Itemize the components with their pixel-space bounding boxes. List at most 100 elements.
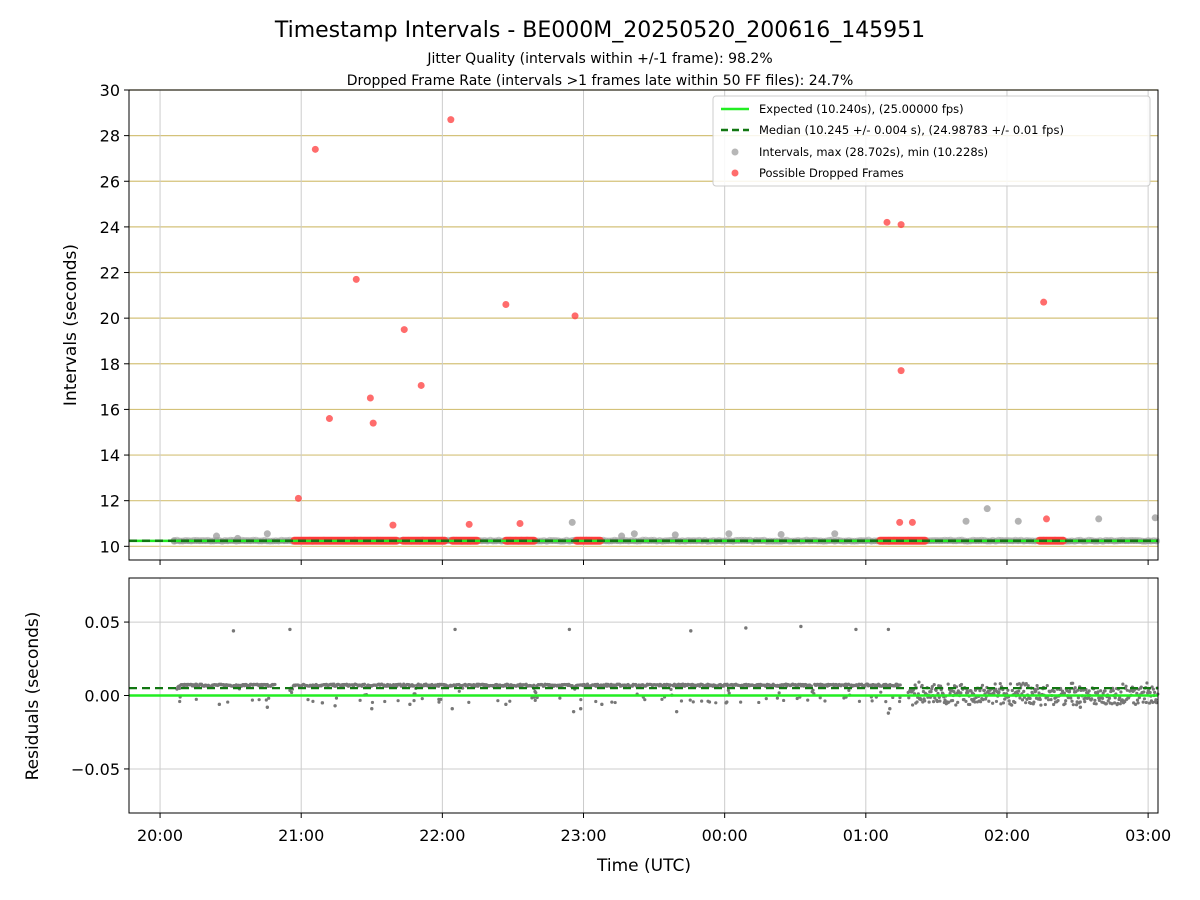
residual-point xyxy=(973,700,977,704)
residual-point xyxy=(1035,684,1039,688)
residual-point xyxy=(679,699,684,703)
interval-point xyxy=(618,532,626,540)
residual-point xyxy=(226,700,230,704)
residual-point xyxy=(358,698,362,702)
residual-point xyxy=(1007,699,1011,703)
residual-point xyxy=(1124,684,1128,688)
residual-point xyxy=(610,700,614,704)
residual-point xyxy=(980,683,985,687)
residual-point xyxy=(396,699,400,703)
residuals-y-label: Residuals (seconds) xyxy=(23,612,43,781)
intervals-y-tick-label: 28 xyxy=(100,127,120,146)
residual-point xyxy=(1056,698,1060,703)
residual-point xyxy=(1069,696,1073,700)
residual-point xyxy=(954,703,958,707)
residual-point xyxy=(613,700,617,705)
dropped-frame-point xyxy=(571,312,579,320)
chart-subtitle-jitter: Jitter Quality (intervals within +/-1 fr… xyxy=(426,51,772,67)
residual-point xyxy=(1066,696,1070,700)
residual-point xyxy=(1071,703,1075,707)
residual-point xyxy=(1123,700,1127,704)
intervals-frame xyxy=(128,89,1159,561)
residual-point xyxy=(897,699,902,704)
residual-point xyxy=(927,700,931,704)
residual-point xyxy=(1125,688,1129,692)
interval-point xyxy=(1151,514,1159,522)
residual-point xyxy=(1094,702,1098,706)
residual-point xyxy=(907,696,911,700)
residual-point xyxy=(994,687,998,691)
residual-point xyxy=(726,688,730,693)
residual-point xyxy=(1112,701,1117,705)
residual-point xyxy=(1022,689,1026,693)
residual-point xyxy=(1137,695,1141,700)
residual-point xyxy=(1111,689,1115,693)
residual-point xyxy=(669,687,673,691)
residual-point xyxy=(370,700,375,705)
residual-point xyxy=(809,684,813,688)
residual-point xyxy=(508,699,512,703)
residual-point xyxy=(951,698,955,703)
residual-point xyxy=(1133,702,1138,706)
residual-point xyxy=(668,683,672,687)
legend-dropped-label: Possible Dropped Frames xyxy=(759,166,904,180)
residual-point xyxy=(674,709,679,714)
residual-point xyxy=(915,700,919,704)
residual-point xyxy=(571,709,576,714)
residual-point xyxy=(1039,703,1043,707)
residual-point xyxy=(886,711,891,715)
residual-point xyxy=(959,682,964,687)
residual-point xyxy=(660,697,664,701)
residual-point xyxy=(533,698,537,702)
residual-point xyxy=(948,691,952,696)
residual-point xyxy=(764,697,768,701)
residual-point xyxy=(1034,689,1038,693)
interval-point xyxy=(725,530,733,538)
residual-point xyxy=(1110,702,1114,706)
residual-point xyxy=(535,695,539,700)
residual-point xyxy=(691,700,695,704)
residual-point xyxy=(177,686,182,690)
interval-point xyxy=(1014,517,1022,525)
dropped-frame-point xyxy=(1040,298,1048,306)
residual-point xyxy=(714,701,718,705)
residual-point xyxy=(1024,701,1028,705)
residual-point xyxy=(823,699,827,703)
interval-point xyxy=(983,505,991,513)
residual-point xyxy=(947,700,951,704)
residual-point xyxy=(1037,691,1041,695)
interval-point xyxy=(630,530,638,538)
residual-point xyxy=(1071,681,1075,685)
legend-expected-label: Expected (10.240s), (25.00000 fps) xyxy=(759,102,964,116)
interval-point xyxy=(962,517,970,525)
residual-point xyxy=(688,698,692,702)
intervals-y-tick-label: 10 xyxy=(100,537,120,556)
residual-point xyxy=(1106,699,1110,703)
x-tick-label: 03:00 xyxy=(1125,826,1171,845)
residual-point xyxy=(934,688,938,692)
residual-point xyxy=(1018,696,1022,700)
residual-point xyxy=(362,682,367,686)
residual-point xyxy=(1151,700,1155,704)
residual-point xyxy=(978,689,982,693)
interval-point xyxy=(831,530,839,538)
residual-point xyxy=(334,696,339,700)
x-tick-label: 01:00 xyxy=(843,826,889,845)
residual-point xyxy=(911,703,915,707)
dropped-frame-point xyxy=(896,518,904,526)
residual-point xyxy=(265,705,270,709)
residual-point xyxy=(920,683,924,688)
residual-point xyxy=(913,683,917,687)
residual-point xyxy=(496,699,500,703)
residual-point xyxy=(929,690,933,694)
residual-point xyxy=(956,700,960,705)
residual-point xyxy=(1116,701,1120,706)
residual-point xyxy=(1135,691,1139,695)
residual-point xyxy=(1010,688,1014,693)
residual-point xyxy=(968,702,972,707)
residual-point xyxy=(594,699,598,704)
residual-point xyxy=(1154,700,1159,705)
residual-point xyxy=(987,699,991,703)
x-axis-label: Time (UTC) xyxy=(596,856,691,876)
residual-point xyxy=(333,704,337,708)
